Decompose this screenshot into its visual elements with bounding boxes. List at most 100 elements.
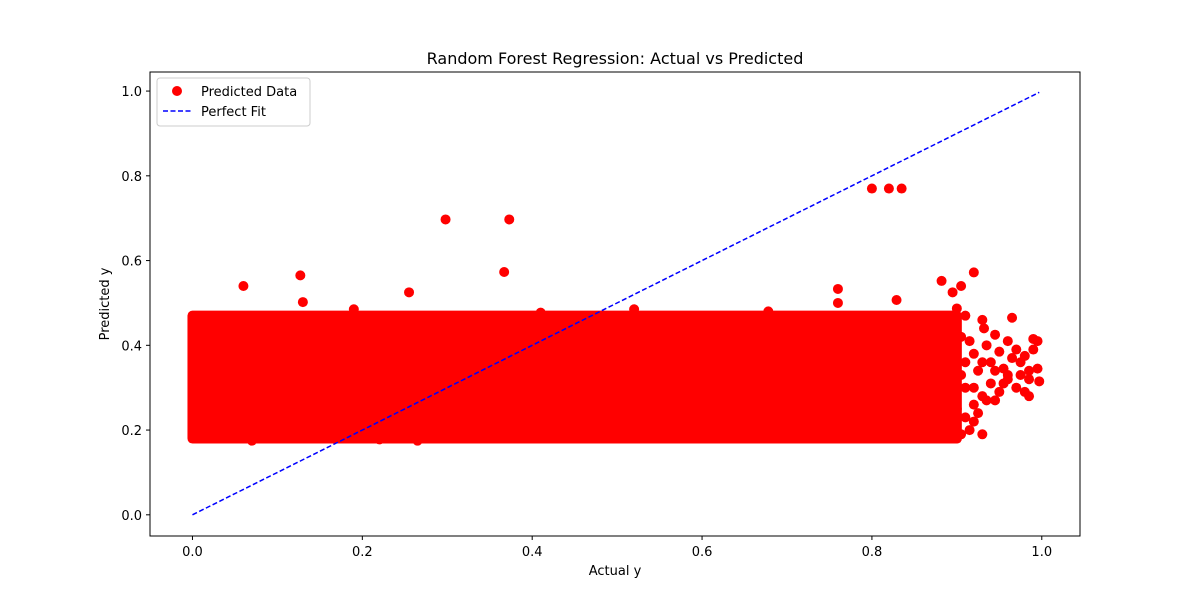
scatter-point bbox=[968, 267, 979, 278]
scatter-point bbox=[998, 378, 1009, 389]
x-tick-label: 0.8 bbox=[862, 545, 883, 560]
y-axis-ticks: 0.0 0.2 0.4 0.6 0.8 1.0 bbox=[121, 85, 150, 524]
scatter-point bbox=[977, 357, 988, 368]
scatter-point bbox=[977, 429, 988, 440]
scatter-dense-region bbox=[187, 310, 962, 444]
scatter-point bbox=[499, 267, 510, 278]
scatter-point bbox=[956, 369, 967, 380]
y-axis-label: Predicted y bbox=[98, 267, 113, 340]
scatter-point bbox=[936, 275, 947, 286]
legend-marker-predicted-data bbox=[172, 86, 182, 96]
scatter-point bbox=[1015, 369, 1026, 380]
scatter-point bbox=[1024, 365, 1035, 376]
scatter-point bbox=[968, 416, 979, 427]
scatter-point bbox=[968, 348, 979, 359]
scatter-point bbox=[1011, 382, 1022, 393]
scatter-point bbox=[191, 327, 202, 338]
scatter-point bbox=[973, 408, 984, 419]
scatter-point bbox=[1028, 344, 1039, 355]
scatter-point bbox=[960, 310, 971, 321]
scatter-point bbox=[990, 365, 1001, 376]
scatter-point bbox=[404, 287, 415, 298]
scatter-point bbox=[1007, 353, 1018, 364]
scatter-point bbox=[960, 382, 971, 393]
scatter-points bbox=[189, 183, 1045, 446]
scatter-point bbox=[990, 395, 1001, 406]
scatter-point bbox=[891, 294, 902, 305]
x-tick-label: 0.4 bbox=[522, 545, 543, 560]
y-tick-label: 0.0 bbox=[121, 509, 142, 524]
legend: Predicted Data Perfect Fit bbox=[156, 77, 311, 127]
y-tick-label: 0.6 bbox=[121, 255, 142, 270]
scatter-point bbox=[964, 336, 975, 347]
scatter-point bbox=[973, 365, 984, 376]
scatter-point bbox=[1034, 376, 1045, 387]
scatter-point bbox=[981, 340, 992, 351]
scatter-point bbox=[412, 435, 423, 446]
x-axis-label: Actual y bbox=[589, 564, 642, 579]
scatter-point bbox=[994, 386, 1005, 397]
scatter-point bbox=[968, 399, 979, 410]
scatter-point bbox=[956, 280, 967, 291]
x-axis-ticks: 0.0 0.2 0.4 0.6 0.8 1.0 bbox=[182, 536, 1052, 560]
scatter-point bbox=[1024, 391, 1035, 402]
scatter-point bbox=[629, 304, 640, 315]
y-tick-label: 0.8 bbox=[121, 170, 142, 185]
scatter-point bbox=[985, 357, 996, 368]
scatter-point bbox=[190, 399, 201, 410]
scatter-point bbox=[951, 403, 962, 414]
y-tick-label: 0.4 bbox=[121, 339, 142, 354]
scatter-point bbox=[994, 346, 1005, 357]
scatter-point bbox=[1011, 344, 1022, 355]
scatter-point bbox=[374, 434, 385, 445]
scatter-point bbox=[238, 280, 249, 291]
y-tick-label: 1.0 bbox=[121, 85, 142, 100]
scatter-point bbox=[951, 433, 962, 444]
scatter-point bbox=[1032, 363, 1043, 374]
chart-title: Random Forest Regression: Actual vs Pred… bbox=[427, 49, 804, 68]
scatter-point bbox=[979, 323, 990, 334]
scatter-point bbox=[1002, 336, 1013, 347]
scatter-dense-band bbox=[187, 310, 962, 444]
scatter-point bbox=[896, 183, 907, 194]
scatter-point bbox=[1024, 374, 1035, 385]
scatter-point bbox=[504, 214, 515, 225]
scatter-point bbox=[295, 270, 306, 281]
scatter-point bbox=[947, 287, 958, 298]
scatter-point bbox=[1032, 336, 1043, 347]
scatter-point bbox=[246, 435, 257, 446]
scatter-point bbox=[535, 307, 546, 318]
scatter-point bbox=[977, 314, 988, 325]
scatter-point bbox=[832, 297, 843, 308]
scatter-point bbox=[297, 297, 308, 308]
x-tick-label: 0.2 bbox=[352, 545, 373, 560]
scatter-point bbox=[440, 214, 451, 225]
scatter-point bbox=[1007, 312, 1018, 323]
scatter-point bbox=[832, 283, 843, 294]
scatter-point bbox=[964, 425, 975, 436]
perfect-fit-line bbox=[192, 91, 1040, 516]
scatter-point bbox=[348, 304, 359, 315]
perfect-fit-line-layer bbox=[192, 91, 1040, 516]
y-tick-label: 0.2 bbox=[121, 424, 142, 439]
plot-frame bbox=[149, 71, 1081, 537]
scatter-point bbox=[990, 329, 1001, 340]
scatter-point bbox=[985, 378, 996, 389]
legend-box bbox=[156, 77, 311, 127]
legend-label-perfect-fit: Perfect Fit bbox=[201, 105, 266, 120]
scatter-point bbox=[960, 412, 971, 423]
scatter-point bbox=[189, 429, 200, 440]
x-tick-label: 1.0 bbox=[1031, 545, 1052, 560]
scatter-point bbox=[956, 331, 967, 342]
scatter-point bbox=[1002, 369, 1013, 380]
scatter-point bbox=[763, 306, 774, 317]
x-tick-label: 0.0 bbox=[182, 545, 203, 560]
scatter-point bbox=[190, 357, 201, 368]
legend-label-predicted-data: Predicted Data bbox=[201, 85, 297, 100]
scatter-point bbox=[866, 183, 877, 194]
scatter-point bbox=[968, 382, 979, 393]
scatter-point bbox=[951, 303, 962, 314]
x-tick-label: 0.6 bbox=[692, 545, 713, 560]
scatter-point bbox=[960, 357, 971, 368]
